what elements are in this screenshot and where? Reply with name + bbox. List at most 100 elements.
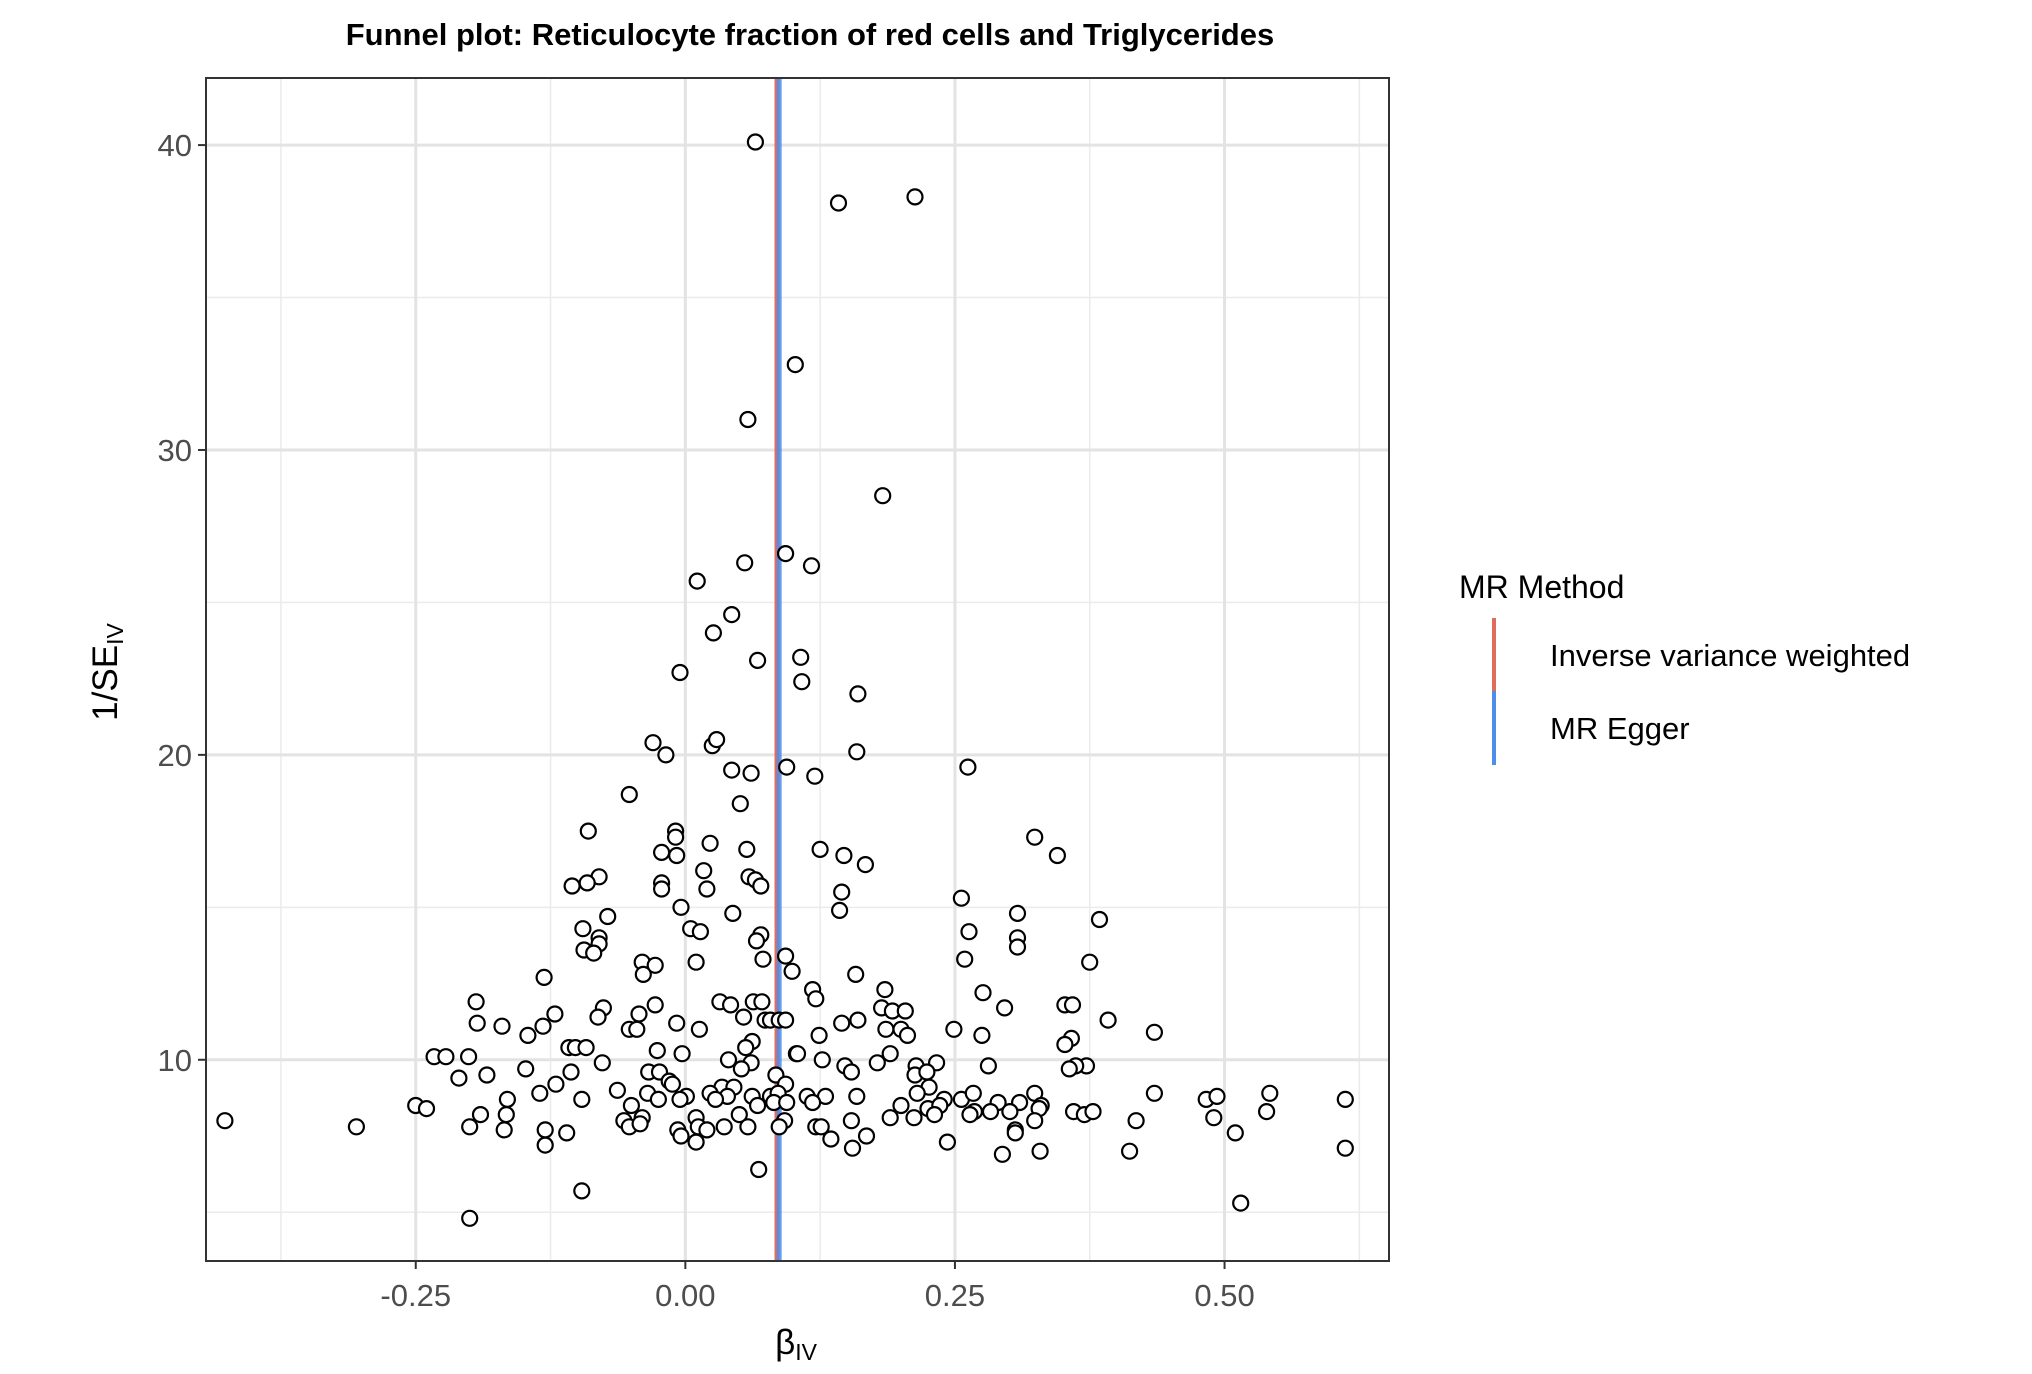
data-point — [707, 730, 726, 749]
data-point — [964, 1084, 982, 1102]
data-point — [1048, 846, 1067, 865]
data-point — [673, 1045, 691, 1063]
data-point — [536, 1136, 554, 1154]
data-point — [704, 624, 723, 642]
data-point — [547, 1075, 565, 1093]
data-point — [471, 1105, 490, 1124]
data-point — [698, 1121, 716, 1139]
data-point — [945, 1020, 963, 1038]
data-point — [666, 828, 685, 846]
data-point — [956, 950, 974, 968]
data-point — [649, 1090, 668, 1109]
data-point — [973, 1026, 991, 1045]
data-point — [1001, 1102, 1019, 1121]
data-point — [497, 1105, 515, 1124]
data-point — [960, 923, 978, 941]
data-point — [833, 1014, 851, 1032]
data-point — [671, 663, 689, 682]
data-point — [874, 487, 892, 505]
data-point — [792, 648, 810, 666]
data-point — [460, 1048, 478, 1066]
data-point — [739, 1118, 757, 1136]
data-point — [723, 761, 741, 779]
data-point — [534, 1017, 552, 1035]
data-point — [535, 968, 553, 987]
data-point — [778, 758, 796, 776]
data-point — [1090, 910, 1109, 929]
data-point — [778, 1093, 796, 1112]
data-point — [807, 990, 825, 1008]
data-point — [806, 767, 824, 785]
data-point — [437, 1048, 455, 1066]
data-point — [498, 1090, 516, 1109]
x-tick-label: 0.50 — [1194, 1278, 1254, 1313]
data-point — [657, 746, 675, 764]
data-point — [631, 1115, 649, 1133]
data-point — [563, 877, 581, 895]
data-point — [723, 605, 741, 624]
data-point — [1261, 1084, 1279, 1102]
data-point — [1205, 1109, 1223, 1127]
data-point — [1056, 1035, 1074, 1054]
x-axis-title-main: β — [775, 1323, 795, 1362]
data-point — [748, 651, 767, 670]
data-point — [577, 1038, 595, 1057]
data-point — [599, 907, 617, 926]
data-point — [738, 840, 756, 859]
data-point — [724, 904, 742, 923]
data-point — [1208, 1087, 1226, 1106]
y-tick-label: 40 — [158, 128, 192, 163]
data-point — [753, 993, 771, 1011]
data-point — [558, 1124, 576, 1142]
data-point — [1127, 1112, 1145, 1130]
data-point — [417, 1099, 436, 1118]
data-point — [776, 947, 795, 965]
data-point — [706, 1090, 725, 1109]
data-point — [747, 932, 766, 950]
data-point — [881, 1109, 899, 1127]
data-point — [1060, 1060, 1078, 1078]
data-point — [652, 843, 671, 862]
data-point — [981, 1102, 1000, 1121]
data-point — [750, 1160, 768, 1179]
data-point — [961, 1105, 979, 1124]
data-point — [770, 1118, 788, 1136]
data-point — [848, 743, 866, 761]
data-point — [461, 1209, 479, 1227]
mr-method-lines — [774, 78, 782, 1261]
data-point — [843, 1139, 862, 1157]
data-point — [672, 898, 690, 916]
data-point — [918, 1063, 936, 1081]
data-point — [1336, 1139, 1354, 1157]
y-tick-label: 20 — [158, 738, 192, 773]
data-point — [876, 980, 894, 999]
data-point — [783, 962, 801, 980]
data-point — [698, 880, 716, 898]
data-point — [847, 965, 865, 984]
data-point — [630, 1005, 648, 1023]
y-tick-label: 30 — [158, 433, 192, 468]
plot-panel-border — [205, 77, 1390, 1262]
data-point — [842, 1063, 861, 1081]
data-point — [648, 1041, 666, 1060]
data-point — [628, 1020, 646, 1038]
data-point — [905, 1109, 923, 1127]
data-point — [593, 1054, 611, 1072]
data-point — [1257, 1102, 1276, 1121]
data-point — [620, 785, 638, 804]
data-point — [813, 1051, 831, 1069]
data-point — [1120, 1142, 1139, 1160]
data-point — [1099, 1011, 1117, 1029]
data-point — [622, 1096, 641, 1115]
data-point — [1232, 1194, 1250, 1212]
data-point — [748, 1096, 767, 1115]
data-point — [737, 1038, 755, 1057]
data-point — [719, 1051, 738, 1069]
data-point — [995, 999, 1014, 1017]
data-point — [1084, 1102, 1102, 1121]
data-point — [715, 1118, 733, 1136]
data-point — [754, 950, 772, 968]
data-point — [848, 1087, 866, 1106]
data-point — [519, 1026, 537, 1045]
data-point — [671, 1090, 689, 1109]
